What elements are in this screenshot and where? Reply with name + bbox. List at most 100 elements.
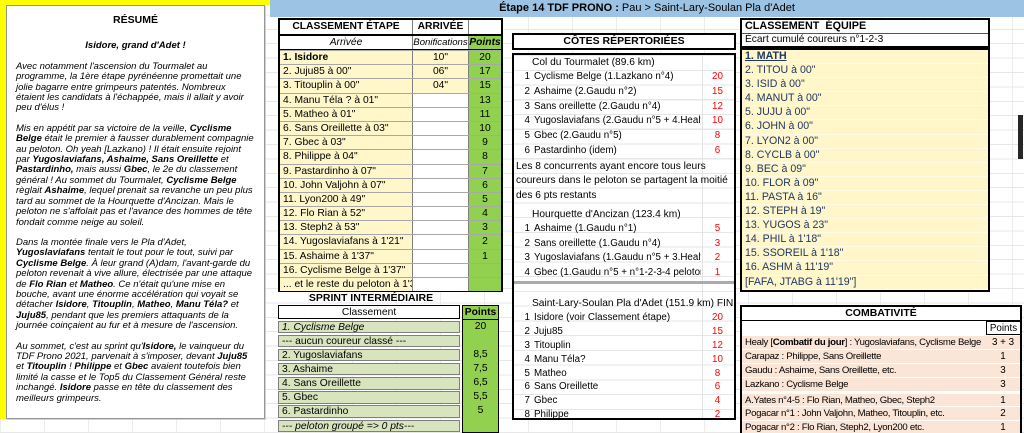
player-name: Isidore (voir Classement étape) [534, 311, 671, 323]
rank: 4 [524, 353, 530, 365]
rank: 6 [524, 144, 530, 156]
player-name: Sans oreillette (1.Gaudu n°4) [534, 237, 661, 249]
rider-name: 14. Yugoslaviafans à 1'21" [280, 235, 413, 249]
climb-points: 10 [712, 353, 723, 365]
climb-points: 15 [712, 325, 723, 337]
sprint-points-value: 20 [474, 321, 487, 332]
etape-row: 14. Yugoslaviafans à 1'21" 2 [280, 234, 501, 249]
points-value: 20 [469, 51, 501, 65]
rank: 4 [524, 267, 530, 279]
equipe-row: 6. JOHN à 00" [742, 120, 988, 135]
equipe-row: 15. SSOREIL à 1'18" [742, 247, 988, 262]
sprint-col-classement: Classement [278, 305, 460, 319]
pla-adet-row: 4 Manu Téla? 10 [514, 353, 734, 367]
climb-points: 2 [714, 252, 721, 264]
rider-name: 16. Cyclisme Belge à 1'37" [280, 263, 413, 277]
equipe-row: 9. BEC à 09" [742, 163, 988, 177]
hourquette-row: 2 Sans oreillette (1.Gaudu n°4) 3 [514, 237, 734, 252]
points-value: 3 [469, 221, 501, 235]
etape-row: 2. Juju85 à 00" 06" 17 [280, 64, 501, 79]
sprint-entry: 6. Pastardinho [282, 406, 349, 418]
vertical-scrollbar-thumb[interactable] [1018, 115, 1023, 159]
stage-title-bold: Étape 14 TDF PRONO : [499, 2, 619, 14]
climb-points: 20 [712, 71, 723, 82]
points-value: 1 [469, 249, 501, 263]
etape-row: 15. Ashaime à 1'37" 1 [280, 248, 501, 263]
etape-row: 1. Isidore 10" 20 [280, 50, 501, 65]
points-value: 11 [469, 107, 501, 121]
bonification-value: 04" [413, 79, 469, 93]
team-entry: 2. TITOU à 00" [745, 64, 816, 77]
rider-name: 4. Manu Téla ? à 01" [280, 93, 413, 107]
points-value: 8 [469, 150, 501, 164]
rank: 7 [524, 395, 530, 407]
bonification-value [413, 178, 469, 192]
points-value: 5 [469, 192, 501, 207]
rank: 2 [524, 85, 530, 97]
sprint-row: 3. Ashaime [278, 363, 460, 376]
bonification-value [413, 207, 469, 221]
bonification-value [413, 278, 469, 292]
combativite-entry: Lazkano : Cyclisme Belge [745, 378, 849, 390]
player-name: Ashaime (2.Gaudu n°2) [534, 85, 637, 97]
team-entry: 16. ASHM à 11'19" [745, 261, 834, 274]
team-entry: 1. MATH [745, 50, 787, 62]
sprint-entry: 3. Ashaime [282, 364, 333, 376]
classement-equipe-title: CLASSEMENT ÉQUIPE [742, 20, 988, 34]
team-entry: 11. PASTA à 16" [745, 190, 822, 203]
bonification-value [413, 192, 469, 207]
etape-row: 4. Manu Téla ? à 01" 13 [280, 92, 501, 107]
equipe-row: 1. MATH [742, 50, 988, 65]
rank: 1 [524, 311, 530, 323]
team-entry: 9. BEC à 09" [745, 162, 806, 175]
sprint-row: 2. Yugoslaviafans [278, 349, 460, 362]
rider-name: 7. Gbec à 03" [280, 136, 413, 150]
climb-points: 6 [714, 144, 721, 156]
combativite-points-value: 3 [1000, 364, 1006, 376]
climb-points: 1 [714, 267, 721, 279]
combativite-points-value: 2 [1000, 408, 1006, 420]
player-name: Gbec (1.Gaudu n°5 + n°1-2-3-4 peloton) [534, 267, 701, 279]
player-name: Gbec (2.Gaudu n°5) [534, 130, 622, 142]
rider-name: ... et le reste du peloton à 1'37" [280, 278, 413, 292]
tourmalet-row: 1 Cyclisme Belge (1.Lazkano n°4) 20 [514, 70, 734, 85]
player-name: Ashaime (1.Gaudu n°1) [534, 222, 637, 234]
player-name: Yugoslaviafans (2.Gaudu n°5 + 4.Healy) [534, 115, 701, 127]
etape-row: ... et le reste du peloton à 1'37" [280, 277, 501, 292]
bonification-value [413, 150, 469, 164]
resume-highlight-top [0, 0, 270, 5]
sprint-points-column: Points 20 8,5 7,5 6,5 5,5 5 [462, 305, 499, 433]
climb-points: 8 [714, 130, 721, 142]
pla-adet-row: 1 Isidore (voir Classement étape) 20 [514, 311, 734, 325]
combativite-entry: Gaudu : Ashaime, Sans Oreillette, etc. [745, 364, 897, 376]
resume-subtitle: Isidore, grand d'Adet ! [85, 40, 186, 52]
etape-row: 11. Lyon200 à 49" 5 [280, 191, 501, 207]
rank: 6 [524, 381, 530, 393]
bonification-value [413, 249, 469, 263]
player-name: Sans oreillette (2.Gaudu n°4) [534, 100, 661, 112]
pla-adet-row: 3 Titouplin 12 [514, 339, 734, 353]
team-entry: 5. JUJU à 00" [745, 106, 810, 119]
team-entry: 4. MANUT à 00" [745, 92, 822, 105]
sprint-entry: 2. Yugoslaviafans [282, 350, 363, 362]
pla-adet-row: 5 Matheo 8 [514, 367, 734, 381]
sprint-entry: --- aucun coureur classé --- [282, 336, 407, 348]
hourquette-row: 3 Yugoslaviafans (1.Gaudu n°5 + 3.Healy)… [514, 251, 734, 266]
combativite-points-value: 1 [1000, 394, 1006, 406]
team-entry: 8. CYCLB à 00" [745, 148, 820, 161]
points-value: 9 [469, 136, 501, 150]
team-entry: 14. PHIL à 1'18" [745, 233, 822, 246]
sprint-row: 6. Pastardinho [278, 405, 460, 418]
sprint-points-value [463, 334, 498, 348]
sprint-entry: 4. Sans Oreillette [282, 378, 361, 390]
equipe-row: [FAFA, JTABG à 11'19"] [742, 276, 988, 290]
points-value: 17 [469, 65, 501, 79]
combativite-row: Gaudu : Ashaime, Sans Oreillette, etc. 3 [742, 362, 1020, 377]
climb-points: 10 [712, 115, 723, 127]
sprint-points-value: 8,5 [473, 348, 488, 360]
hourquette-header: Hourquette d'Ancizan (123.4 km) [532, 208, 681, 220]
etape-row: 3. Titouplin à 00" 04" 15 [280, 78, 501, 93]
resume-title: RÉSUMÉ [113, 14, 158, 26]
rider-name: 3. Titouplin à 00" [280, 79, 413, 93]
